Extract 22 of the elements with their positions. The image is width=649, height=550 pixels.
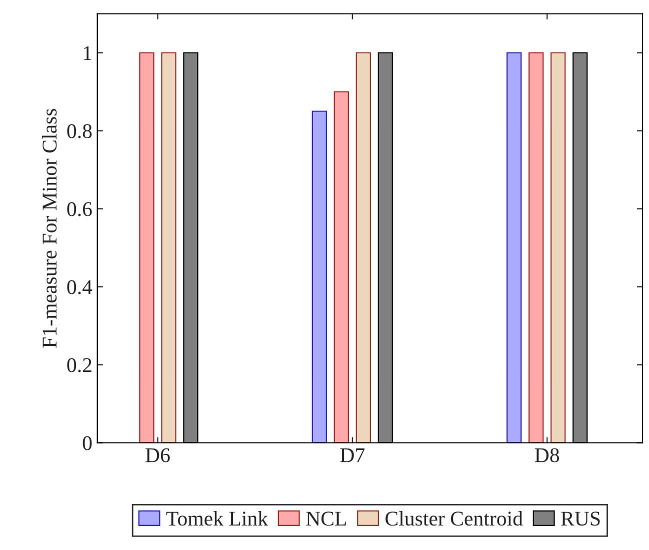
x-tick-label: D6 [146,448,170,462]
y-tick-label: 0.6 [67,202,92,216]
y-tick-label: 0.2 [67,358,92,372]
legend-label: Cluster Centroid [386,511,523,526]
bar [528,52,544,443]
x-tick-label: D8 [534,448,560,462]
x-tick-label: D7 [340,448,365,462]
bar [161,52,176,443]
y-tick-label: 0.8 [67,124,92,138]
legend-label: RUS [561,512,600,526]
y-tick-label: 0.4 [67,280,92,294]
bar [312,110,327,443]
legend-label: NCL [306,512,346,526]
y-axis-title: F1-measure For Minor Class [42,108,57,348]
y-tick-label: 1 [84,46,92,60]
bar [356,52,371,443]
bar [139,52,154,443]
bar [334,91,349,443]
bar [550,52,566,443]
bar [506,52,522,443]
y-tick-label: 0 [82,436,92,450]
legend-label: Tomek Link [166,511,268,526]
